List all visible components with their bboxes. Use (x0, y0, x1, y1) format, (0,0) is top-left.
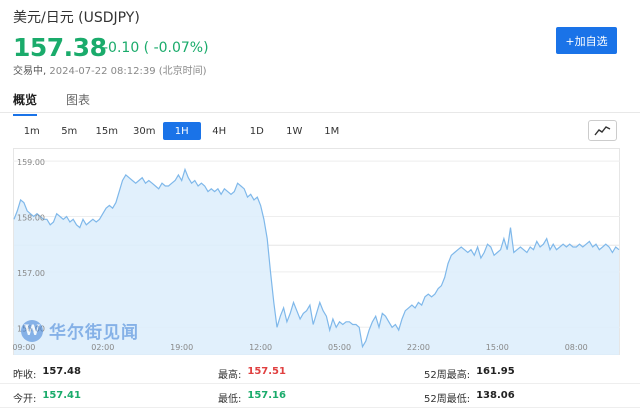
view-tabs: 概览 图表 (13, 91, 90, 116)
period-1w[interactable]: 1W (286, 125, 303, 137)
chart-type-button[interactable] (588, 120, 617, 141)
stat-label: 昨收: (13, 370, 37, 381)
stat-high: 最高: 157.51 (218, 366, 286, 381)
stats-row: 今开: 157.41 最低: 157.16 52周最低: 138.06 (0, 384, 640, 408)
stat-52w-low: 52周最低: 138.06 (424, 390, 515, 405)
period-4h[interactable]: 4H (212, 125, 227, 137)
stats-row: 昨收: 157.48 最高: 157.51 52周最高: 161.95 (0, 360, 640, 384)
x-tick-label: 15:00 (486, 343, 509, 352)
stat-open: 今开: 157.41 (13, 390, 81, 405)
last-price: 157.38 (13, 33, 107, 62)
y-tick-label: 158.00 (17, 213, 45, 222)
tab-divider (0, 112, 640, 113)
period-15m[interactable]: 15m (95, 125, 118, 137)
stat-52w-high: 52周最高: 161.95 (424, 366, 515, 381)
x-tick-label: 12:00 (249, 343, 272, 352)
stat-value: 157.41 (42, 390, 81, 401)
price-change: -0.10 ( -0.07%) (103, 40, 209, 56)
stat-low: 最低: 157.16 (218, 390, 286, 405)
period-30m[interactable]: 30m (133, 125, 156, 137)
trading-status: 交易中, 2024-07-22 08:12:39 (北京时间) (13, 62, 207, 77)
period-1mo[interactable]: 1M (324, 125, 340, 137)
period-1h[interactable]: 1H (163, 122, 201, 140)
x-tick-label: 05:00 (328, 343, 351, 352)
line-chart-icon (594, 126, 611, 136)
y-tick-label: 157.00 (17, 269, 45, 278)
stat-label: 今开: (13, 394, 37, 405)
add-to-watchlist-button[interactable]: +加自选 (556, 27, 617, 54)
watermark-logo: W 华尔街见闻 (21, 318, 139, 343)
stat-prev-close: 昨收: 157.48 (13, 366, 81, 381)
y-tick-label: 159.00 (17, 158, 45, 167)
stat-label: 最低: (218, 394, 242, 405)
stat-label: 52周最低: (424, 394, 471, 405)
period-5m[interactable]: 5m (61, 125, 78, 137)
stat-label: 52周最高: (424, 370, 471, 381)
stat-value: 138.06 (476, 390, 515, 401)
stat-value: 161.95 (476, 366, 515, 377)
x-tick-label: 02:00 (91, 343, 114, 352)
tab-chart[interactable]: 图表 (66, 93, 91, 107)
stat-label: 最高: (218, 370, 242, 381)
tab-overview[interactable]: 概览 (13, 91, 38, 116)
x-tick-label: 22:00 (407, 343, 430, 352)
stat-value: 157.48 (42, 366, 81, 377)
instrument-title: 美元/日元 (USDJPY) (13, 10, 140, 26)
period-1m[interactable]: 1m (23, 125, 40, 137)
stat-value: 157.16 (247, 390, 286, 401)
trading-status-label: 交易中, (13, 66, 47, 77)
x-tick-label: 08:00 (565, 343, 588, 352)
watermark-text: 华尔街见闻 (49, 323, 139, 343)
period-1d[interactable]: 1D (249, 125, 264, 137)
period-selector: 1m 5m 15m 30m 1H 4H 1D 1W 1M (13, 122, 351, 140)
quote-timestamp: 2024-07-22 08:12:39 (北京时间) (49, 66, 207, 77)
watermark-logo-mark: W (21, 319, 43, 342)
price-chart[interactable]: 156.00157.00158.00159.0009:0002:0019:001… (13, 148, 620, 355)
price-line (13, 167, 620, 349)
stat-value: 157.51 (247, 366, 286, 377)
x-tick-label: 09:00 (13, 343, 35, 352)
price-area (14, 169, 619, 355)
x-tick-label: 19:00 (170, 343, 193, 352)
